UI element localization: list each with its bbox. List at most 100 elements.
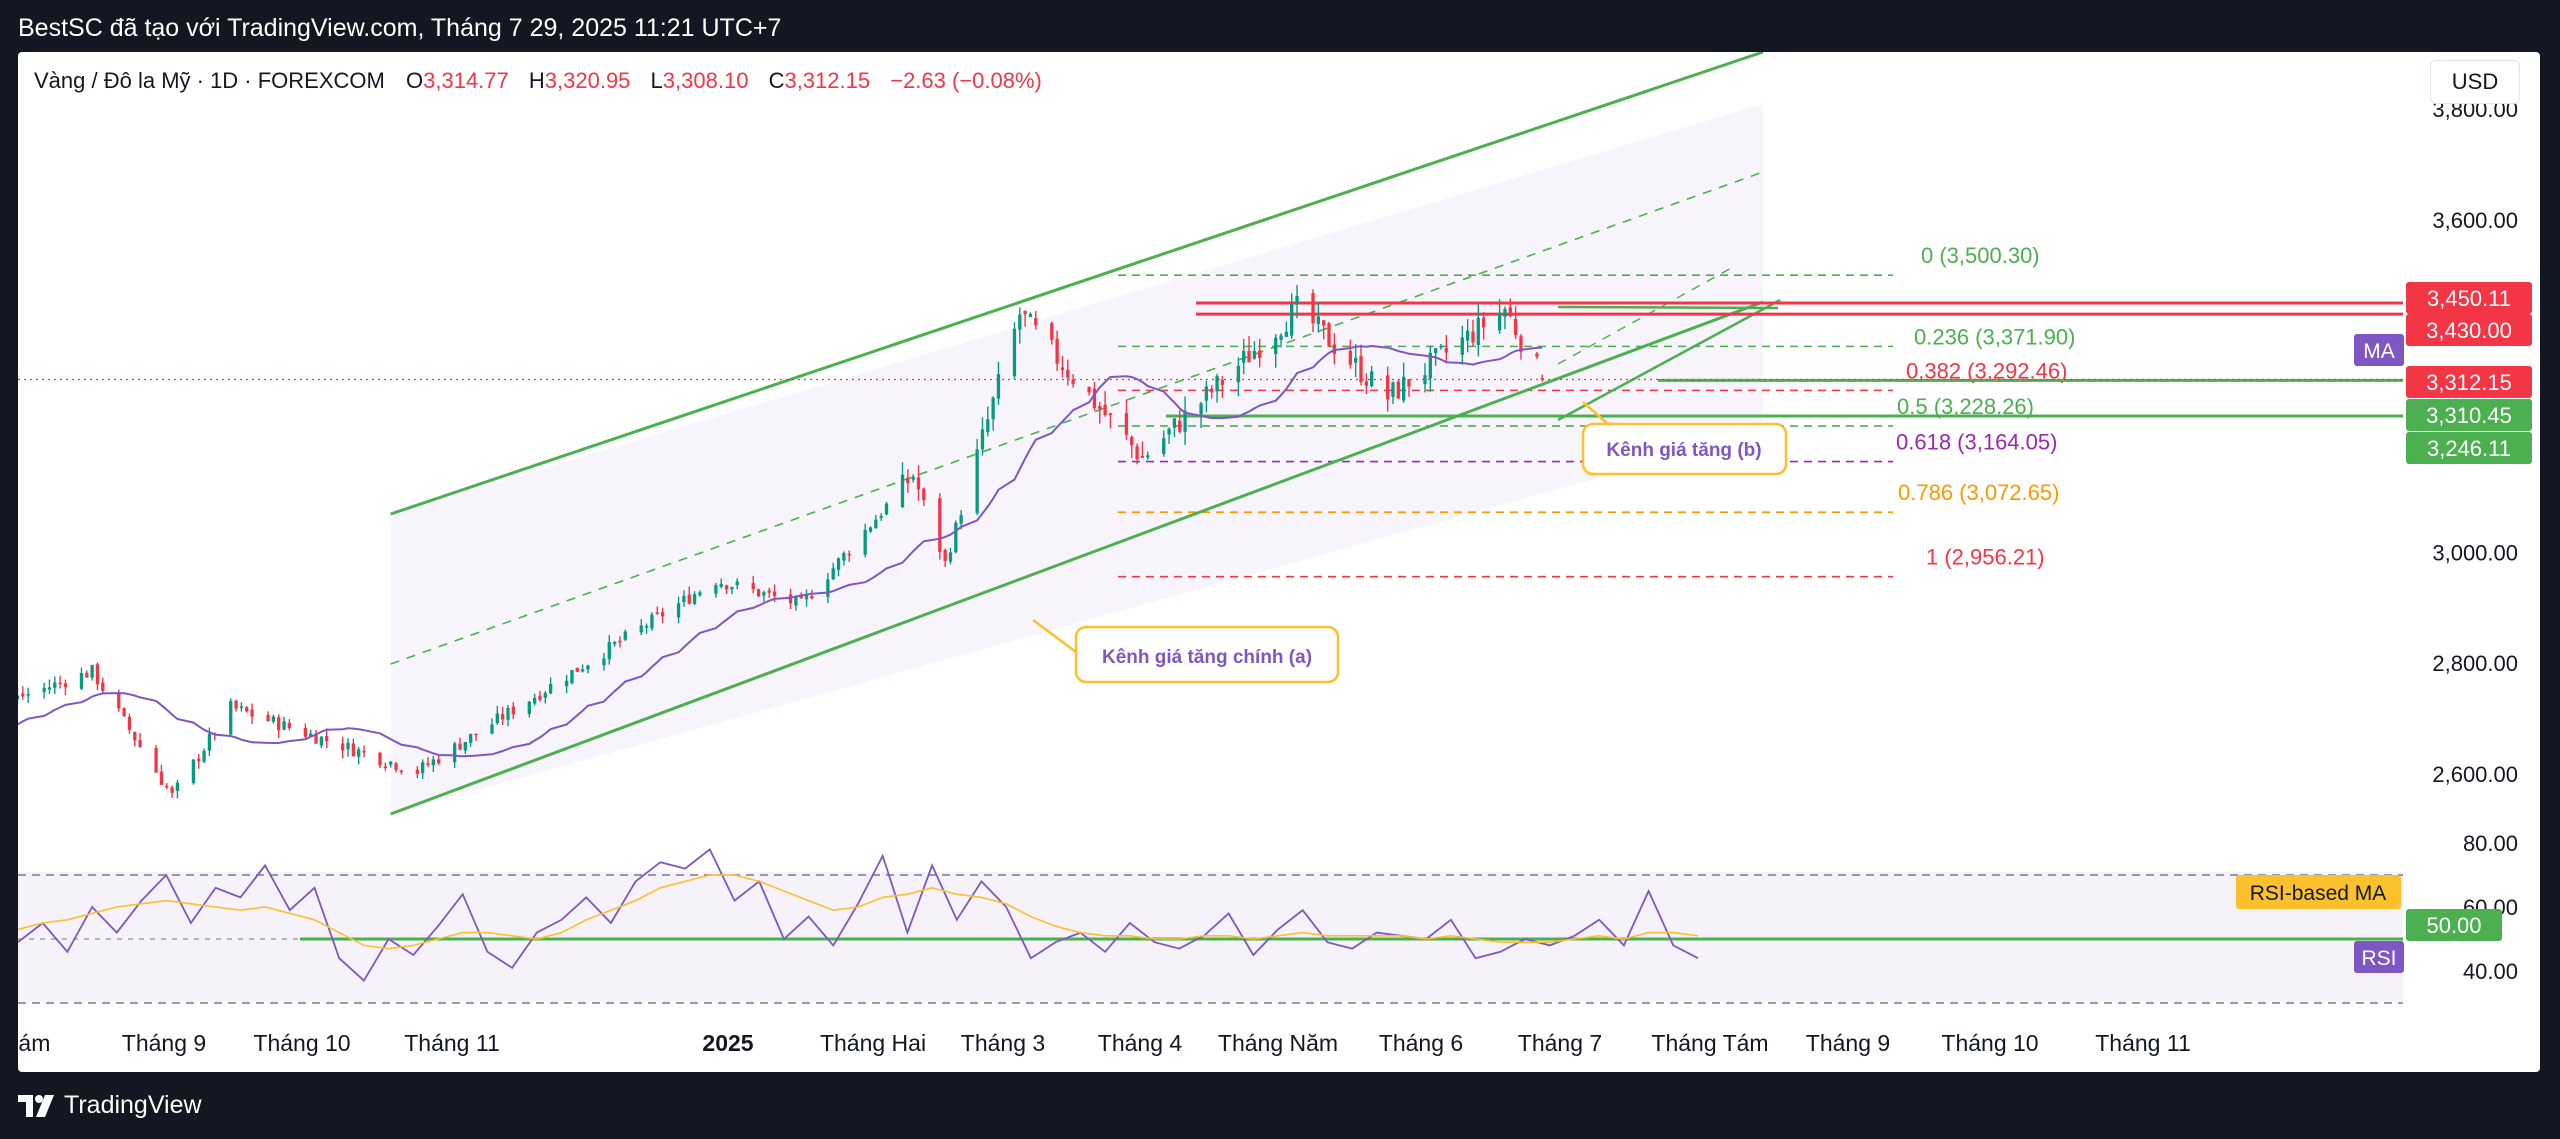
candle-body	[911, 476, 915, 480]
candle-body	[154, 748, 158, 773]
time-axis-label: Tháng 10	[253, 1030, 350, 1056]
candle-body	[303, 727, 308, 737]
candle-body	[1535, 353, 1539, 357]
time-axis-label: Tháng 9	[122, 1030, 206, 1056]
candle-body	[986, 419, 990, 432]
candle-body	[95, 664, 100, 685]
candle-body	[229, 700, 233, 735]
candle-body	[1290, 303, 1294, 336]
annotation-pointer-a	[1032, 618, 1077, 654]
time-axis-label: Tháng 6	[1379, 1030, 1463, 1056]
candle-body	[79, 673, 84, 689]
fib-level-label: 0 (3,500.30)	[1921, 243, 2040, 268]
candle-body	[117, 692, 121, 709]
ma-tag-label: MA	[2363, 340, 2395, 363]
candle-body	[548, 684, 553, 694]
tradingview-wordmark: TradingView	[64, 1091, 202, 1119]
candle-body	[490, 724, 494, 734]
price-label-text: 3,312.15	[2426, 370, 2512, 395]
currency-button[interactable]: USD	[2430, 60, 2520, 104]
annotation-channel-a: Kênh giá tăng chính (a)	[1102, 647, 1312, 668]
candle-body	[1050, 323, 1054, 340]
candle-body	[47, 687, 52, 690]
candle-body	[1354, 357, 1358, 363]
candle-body	[175, 782, 180, 791]
candle-body	[1481, 317, 1486, 328]
price-label-text: 3,246.11	[2427, 436, 2511, 461]
candle-body	[362, 750, 366, 753]
tradingview-logo[interactable]: TradingView	[18, 1091, 202, 1120]
candle-body	[319, 736, 324, 746]
candle-body	[506, 707, 510, 720]
rsi-level-box	[2406, 909, 2502, 941]
candle-body	[570, 670, 574, 684]
candle-body	[612, 642, 617, 645]
candle-body	[1183, 410, 1187, 432]
high-value: 3,320.95	[545, 68, 631, 93]
candle-body	[538, 695, 542, 700]
candle-body	[602, 658, 606, 666]
candle-body	[1172, 418, 1177, 428]
candle-body	[639, 625, 643, 633]
channel-a-upper-line	[390, 52, 1764, 516]
candle-body	[884, 503, 889, 515]
candle-body	[580, 669, 585, 672]
top-caption-bar: BestSC đã tạo với TradingView.com, Tháng…	[0, 0, 2560, 52]
chart-frame[interactable]: 0 (3,500.30) 0.236 (3,371.90) 0.382 (3,292…	[18, 52, 2540, 1072]
candle-body	[1247, 350, 1251, 363]
candle-body	[495, 713, 499, 724]
candle-body	[1103, 404, 1107, 415]
candle-body	[463, 741, 467, 751]
candle-body	[1428, 352, 1432, 379]
candle-body	[906, 477, 910, 484]
candle-body	[1460, 337, 1464, 355]
candle-body	[698, 592, 702, 596]
candle-body	[202, 750, 206, 762]
candle-body	[959, 515, 963, 524]
candle-body	[1503, 309, 1507, 317]
rsi-ma-tag-label: RSI-based MA	[2250, 882, 2387, 905]
candle-body	[1258, 350, 1262, 358]
ohlc-readout: O3,314.77 H3,320.95 L3,308.10 C3,312.15 …	[406, 68, 1042, 93]
candle-body	[724, 585, 729, 590]
chart-canvas[interactable]: 0 (3,500.30)0.236 (3,371.90)0.382 (3,292…	[18, 52, 2540, 1072]
candle-body	[564, 680, 569, 687]
annotation-box-a	[1074, 625, 1340, 684]
candle-body	[351, 743, 356, 757]
channel-b-lower-line	[1557, 298, 1781, 422]
candle-body	[1359, 355, 1363, 383]
change-value: −2.63 (−0.08%)	[890, 68, 1042, 93]
candle-body	[431, 759, 435, 766]
candle-body	[660, 612, 665, 617]
candle-body	[1364, 381, 1368, 386]
fib-level-label: 1 (2,956.21)	[1926, 545, 2045, 570]
candle-body	[762, 592, 766, 596]
candle-body	[847, 553, 851, 556]
candle-body	[1124, 413, 1129, 435]
candle-body	[618, 640, 622, 643]
candle-body	[650, 614, 654, 629]
candle-body	[954, 522, 958, 553]
annotation-channel-b: Kênh giá tăng (b)	[1606, 440, 1761, 461]
candle-body	[842, 553, 846, 561]
candle-body	[1018, 314, 1022, 330]
creator-caption: BestSC đã tạo với TradingView.com, Tháng…	[18, 14, 782, 42]
candle-body	[1279, 335, 1283, 340]
candle-body	[1396, 381, 1400, 399]
candle-body	[1370, 371, 1374, 387]
time-axis-label: Tháng Năm	[1218, 1030, 1338, 1056]
channel-a-mid-line	[390, 171, 1764, 665]
candle-body	[511, 706, 515, 715]
price-label-text: 3,450.11	[2427, 286, 2511, 311]
candle-body	[676, 603, 681, 618]
candle-body	[586, 665, 590, 670]
rsi-tag-label: RSI	[2361, 947, 2396, 970]
candle-body	[383, 766, 388, 768]
price-label-box	[2406, 282, 2532, 314]
candle-body	[1199, 403, 1203, 415]
candle-body	[53, 682, 57, 688]
candle-body	[756, 589, 761, 597]
candle-body	[325, 736, 329, 742]
candle-body	[655, 612, 659, 615]
candle-body	[938, 498, 942, 552]
